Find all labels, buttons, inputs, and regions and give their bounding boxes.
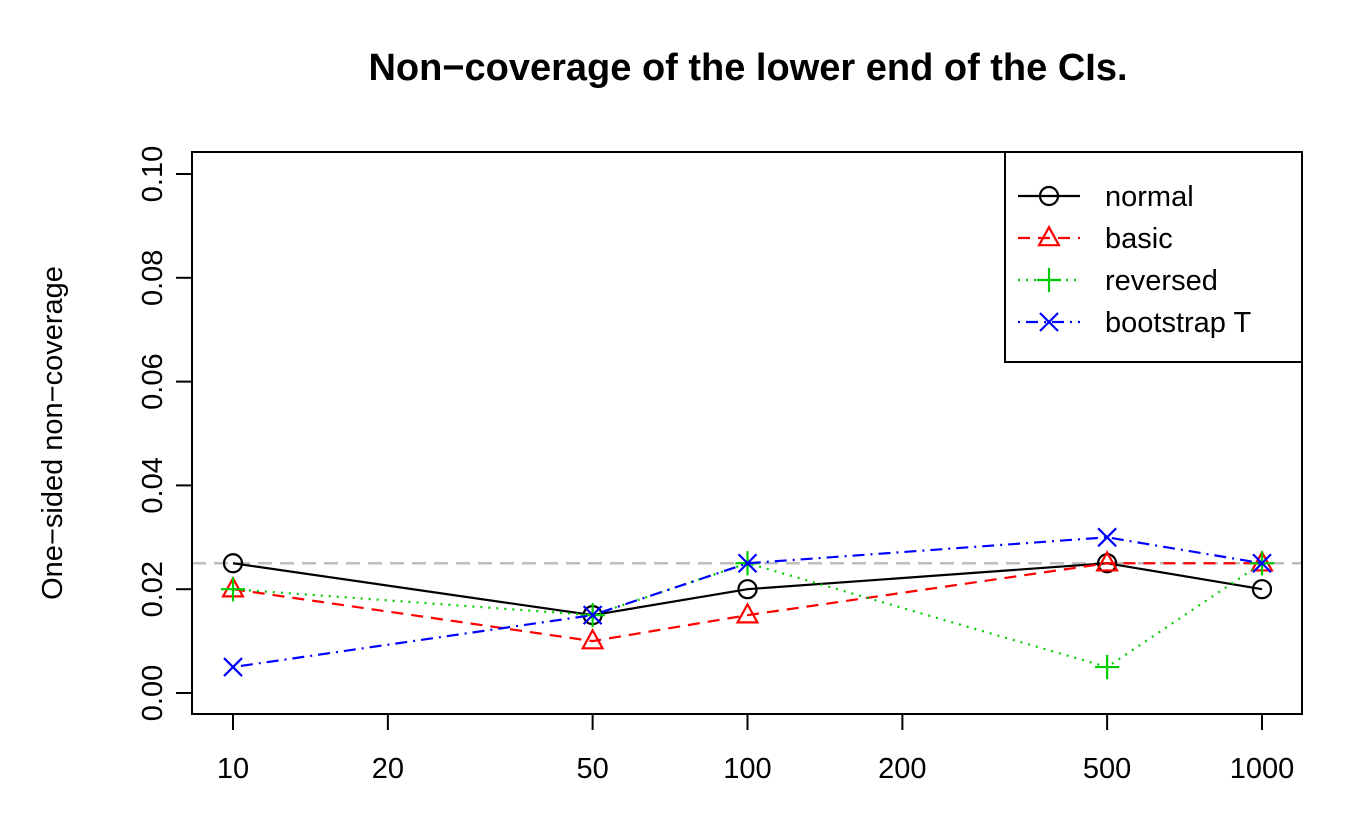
- x-tick-label: 10: [217, 753, 249, 785]
- y-axis: 0.00 0.02 0.04 0.06 0.08 0.10: [137, 146, 193, 721]
- data-point-normal: [1251, 579, 1273, 600]
- y-tick-label: 0.00: [137, 665, 169, 721]
- y-axis-label: One−sided non−coverage: [37, 266, 69, 600]
- legend-label: basic: [1105, 223, 1173, 255]
- plot-area: 10 20 50 100 200 500 10000.000.020.040.060.080…: [137, 146, 1303, 785]
- x-tick-label: 200: [878, 753, 926, 785]
- legend-item-normal: normal: [1018, 181, 1194, 213]
- data-point-reversed: [1094, 654, 1120, 680]
- data-point-reversed: [220, 577, 246, 602]
- y-tick-label: 0.10: [137, 146, 169, 202]
- chart-title: Non−coverage of the lower end of the CIs…: [368, 47, 1127, 89]
- data-point-basic: [735, 602, 760, 624]
- x-tick-label: 100: [723, 753, 771, 785]
- legend-label: normal: [1105, 181, 1194, 213]
- legend-item-bootstrap-t: bootstrap T: [1018, 307, 1251, 339]
- data-point-basic: [1095, 550, 1119, 572]
- legend-marker: [1036, 267, 1062, 293]
- data-point-normal: [222, 553, 244, 574]
- series-line-bootstrap-t: [232, 536, 1263, 669]
- legend-marker: [1037, 224, 1061, 247]
- x-tick-label: 500: [1083, 753, 1131, 785]
- data-point-bootstrap-t: [737, 553, 758, 574]
- data-point-bootstrap-t: [582, 605, 603, 625]
- data-point-bootstrap-t: [1252, 553, 1272, 574]
- series-line-reversed: [232, 562, 1263, 669]
- x-axis: 10 20 50 100 200 500 1000: [217, 713, 1295, 785]
- y-tick-label: 0.04: [137, 457, 169, 513]
- data-point-basic: [580, 628, 605, 650]
- legend-marker: [1038, 185, 1060, 207]
- data-point-bootstrap-t: [1097, 527, 1117, 548]
- y-tick-label: 0.02: [137, 561, 169, 617]
- series-bootstrap-t: [223, 527, 1272, 677]
- legend: normal basic reversed bootstrap T: [1004, 151, 1303, 363]
- series-line-normal: [232, 562, 1263, 617]
- legend-item-basic: basic: [1018, 223, 1173, 255]
- y-tick-label: 0.08: [137, 250, 169, 306]
- series-line-basic: [232, 562, 1262, 643]
- data-point-normal: [737, 579, 758, 600]
- legend-label: reversed: [1105, 265, 1218, 297]
- legend-label: bootstrap T: [1105, 307, 1251, 339]
- y-tick-label: 0.06: [137, 353, 169, 409]
- data-point-bootstrap-t: [223, 657, 243, 677]
- x-tick-label: 1000: [1230, 753, 1295, 785]
- x-tick-label: 50: [576, 753, 608, 785]
- x-tick-label: 20: [372, 753, 404, 785]
- legend-item-reversed: reversed: [1018, 265, 1218, 297]
- legend-marker: [1039, 312, 1059, 332]
